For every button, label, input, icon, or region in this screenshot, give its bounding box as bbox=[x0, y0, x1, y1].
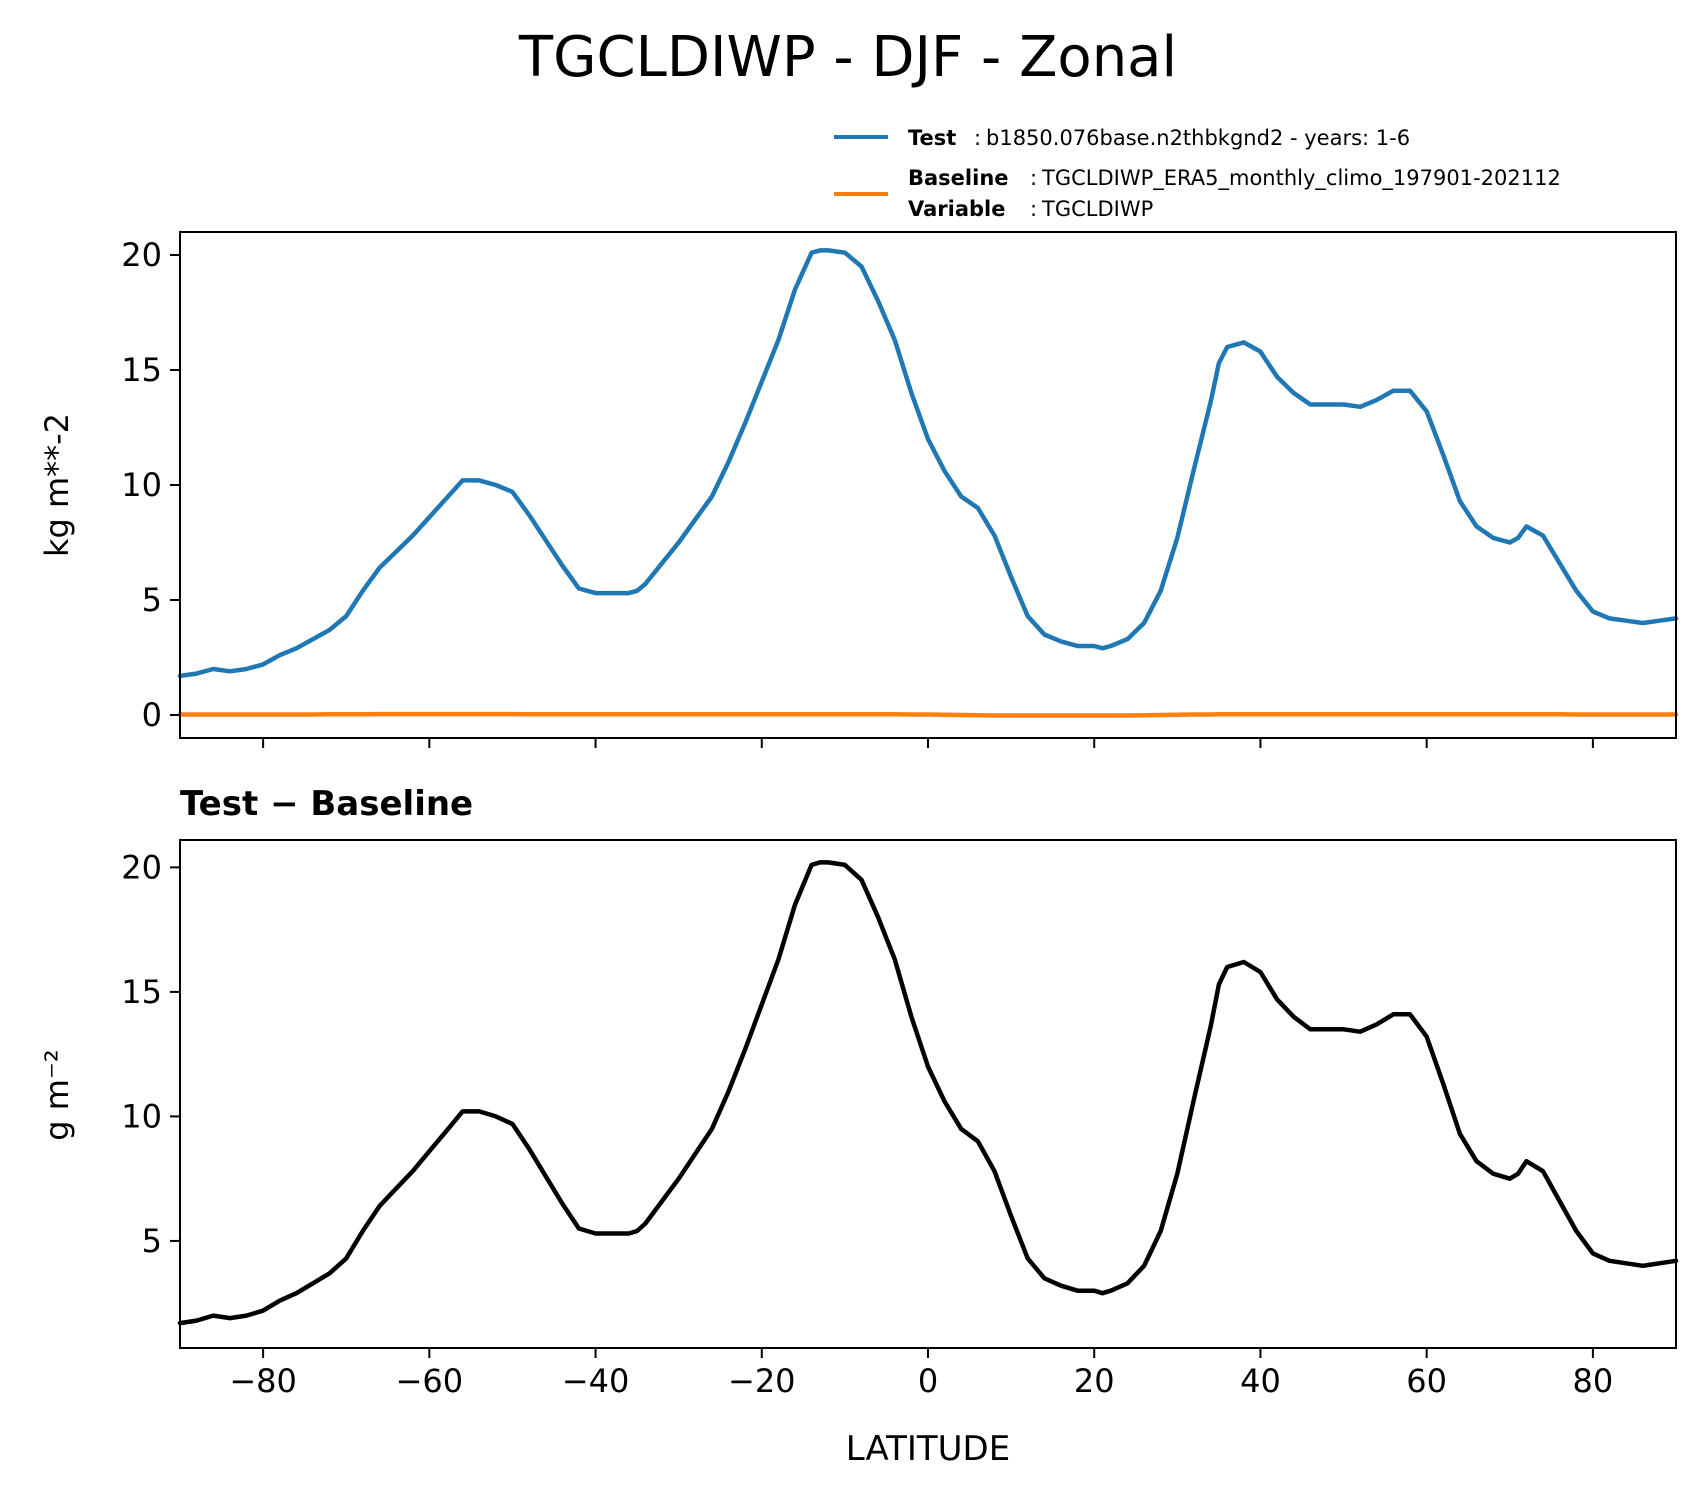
figure-title: TGCLDIWP - DJF - Zonal bbox=[518, 25, 1177, 90]
legend-baseline-sep: : bbox=[1030, 166, 1037, 190]
bottom-panel-title: Test − Baseline bbox=[180, 784, 473, 824]
legend-test-label: Test bbox=[908, 126, 956, 150]
top-y-axis-label: kg m**-2 bbox=[38, 413, 76, 557]
legend-variable-label: Variable bbox=[908, 197, 1005, 221]
top-series-line-baseline bbox=[177, 711, 1679, 718]
x-tick-label: −40 bbox=[562, 1362, 630, 1400]
y-tick-label: 10 bbox=[121, 1097, 162, 1135]
y-tick-label: 10 bbox=[121, 466, 162, 504]
x-tick-label: −60 bbox=[396, 1362, 464, 1400]
bottom-series-line-difference bbox=[177, 860, 1679, 1326]
bottom-series-group bbox=[177, 860, 1679, 1326]
y-tick-label: 15 bbox=[121, 351, 162, 389]
top-y-ticks: 0 5 10 15 20 bbox=[121, 236, 180, 734]
y-tick-label: 5 bbox=[142, 1222, 162, 1260]
x-tick-label: 40 bbox=[1240, 1362, 1281, 1400]
bottom-x-axis-label: LATITUDE bbox=[846, 1429, 1010, 1469]
bottom-x-ticks: −80 −60 −40 −20 0 20 40 60 80 bbox=[229, 1348, 1613, 1400]
x-tick-label: 0 bbox=[918, 1362, 938, 1400]
x-tick-label: −20 bbox=[728, 1362, 796, 1400]
legend: Test : b1850.076base.n2thbkgnd2 - years:… bbox=[834, 126, 1561, 221]
y-tick-label: 15 bbox=[121, 973, 162, 1011]
legend-variable-value: TGCLDIWP bbox=[1041, 197, 1153, 221]
legend-test-sep: : bbox=[974, 126, 981, 150]
y-tick-label: 20 bbox=[121, 848, 162, 886]
y-tick-label: 5 bbox=[142, 581, 162, 619]
top-panel: 0 5 10 15 20 kg m**-2 bbox=[38, 231, 1679, 748]
legend-test-value: b1850.076base.n2thbkgnd2 - years: 1-6 bbox=[986, 126, 1410, 150]
top-axes-frame bbox=[179, 231, 1677, 739]
x-tick-label: −80 bbox=[229, 1362, 297, 1400]
legend-variable-sep: : bbox=[1030, 197, 1037, 221]
bottom-panel: Test − Baseline 5 10 15 20 −80 −60 −40 −20 0 20 4… bbox=[38, 784, 1679, 1469]
legend-baseline-label: Baseline bbox=[908, 166, 1009, 190]
bottom-y-ticks: 5 10 15 20 bbox=[121, 848, 180, 1260]
bottom-axes-frame bbox=[179, 839, 1677, 1349]
top-x-ticks bbox=[262, 738, 1594, 748]
x-tick-label: 80 bbox=[1573, 1362, 1614, 1400]
top-series-group bbox=[177, 248, 1679, 718]
x-tick-label: 20 bbox=[1074, 1362, 1115, 1400]
bottom-y-axis-label: g m⁻² bbox=[38, 1049, 76, 1140]
top-series-line-test bbox=[177, 248, 1679, 679]
y-tick-label: 0 bbox=[142, 696, 162, 734]
legend-baseline-value: TGCLDIWP_ERA5_monthly_climo_197901-20211… bbox=[1041, 166, 1561, 191]
y-tick-label: 20 bbox=[121, 236, 162, 274]
x-tick-label: 60 bbox=[1406, 1362, 1447, 1400]
